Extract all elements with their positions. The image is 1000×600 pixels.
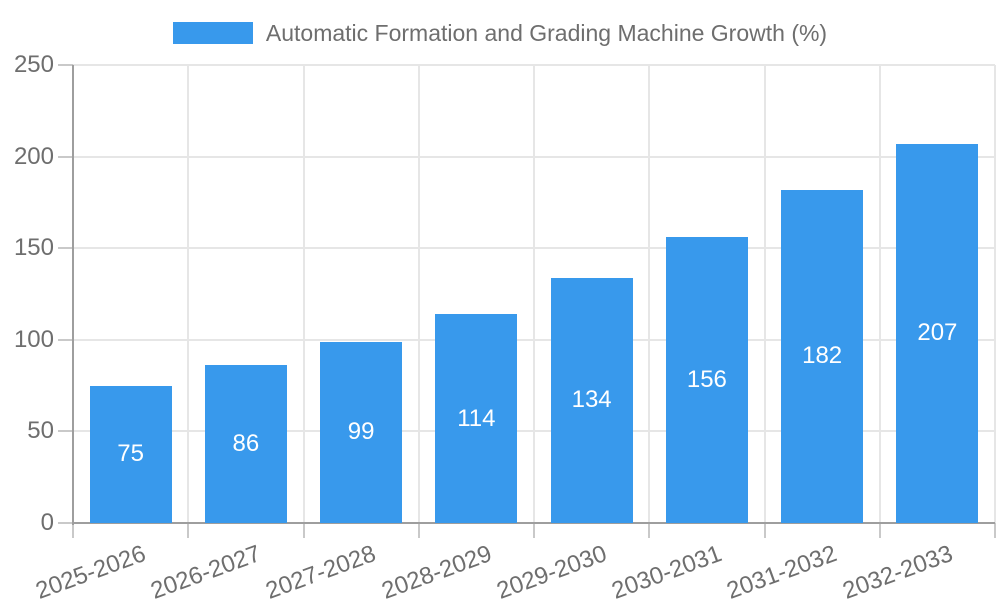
y-axis-tick-label: 100 bbox=[13, 325, 54, 353]
bar-value-label: 75 bbox=[117, 440, 144, 468]
bar-value-label: 86 bbox=[232, 430, 260, 458]
y-axis-tick-label: 200 bbox=[13, 142, 54, 170]
x-axis-tick bbox=[187, 523, 190, 538]
y-axis-tick-label: 150 bbox=[13, 234, 54, 262]
x-axis-tick bbox=[878, 523, 881, 538]
bar-value-label: 114 bbox=[457, 404, 496, 432]
bar[interactable]: 207 bbox=[896, 143, 979, 523]
x-axis-tick-label: 2027-2028 bbox=[262, 540, 380, 600]
x-axis-tick bbox=[533, 523, 535, 538]
x-axis-tick bbox=[417, 523, 420, 538]
x-axis-tick-label: 2031-2032 bbox=[723, 540, 841, 600]
x-axis-line bbox=[73, 522, 995, 524]
gridline-vertical bbox=[417, 65, 420, 523]
x-axis-tick bbox=[763, 523, 766, 538]
x-axis-tick bbox=[302, 523, 305, 538]
bar[interactable]: 134 bbox=[550, 277, 633, 523]
y-axis-tick bbox=[58, 155, 73, 158]
x-axis-tick bbox=[648, 523, 651, 538]
x-axis-tick bbox=[994, 523, 996, 538]
y-axis-tick-label: 250 bbox=[13, 51, 54, 78]
bar[interactable]: 99 bbox=[320, 341, 403, 523]
bar-value-label: 207 bbox=[917, 319, 958, 347]
y-axis-tick-label: 0 bbox=[40, 509, 54, 536]
y-axis-tick bbox=[58, 247, 73, 250]
y-axis-tick bbox=[58, 522, 73, 524]
y-axis-tick bbox=[58, 338, 73, 341]
legend-label: Automatic Formation and Grading Machine … bbox=[265, 19, 828, 46]
gridline-vertical bbox=[648, 65, 651, 523]
gridline-vertical bbox=[302, 65, 305, 523]
y-axis-line bbox=[72, 65, 74, 525]
x-axis-tick-label: 2025-2026 bbox=[32, 540, 150, 600]
gridline-vertical bbox=[994, 65, 996, 523]
bar[interactable]: 156 bbox=[665, 237, 748, 523]
bar[interactable]: 182 bbox=[781, 189, 864, 523]
x-axis-tick-label: 2026-2027 bbox=[147, 540, 265, 600]
bar-value-label: 99 bbox=[347, 418, 375, 446]
legend-swatch-icon bbox=[172, 22, 253, 44]
y-axis-tick bbox=[58, 430, 73, 433]
x-axis-tick-label: 2029-2030 bbox=[493, 540, 611, 600]
chart-legend[interactable]: Automatic Formation and Grading Machine … bbox=[0, 20, 1000, 46]
gridline-vertical bbox=[763, 65, 766, 523]
gridline-vertical bbox=[187, 65, 190, 523]
y-axis-tick bbox=[58, 64, 73, 66]
gridline-vertical bbox=[878, 65, 881, 523]
x-axis-tick-label: 2030-2031 bbox=[608, 540, 726, 600]
x-axis-tick-label: 2028-2029 bbox=[377, 540, 495, 600]
x-axis-tick bbox=[72, 523, 74, 538]
bar[interactable]: 114 bbox=[435, 314, 518, 523]
bar-value-label: 134 bbox=[571, 386, 612, 414]
bar-value-label: 182 bbox=[802, 342, 843, 370]
y-axis-tick-label: 50 bbox=[27, 417, 54, 445]
x-axis-tick-label: 2032-2033 bbox=[838, 540, 956, 600]
gridline-vertical bbox=[533, 65, 535, 523]
bar[interactable]: 75 bbox=[89, 385, 172, 523]
bar[interactable]: 86 bbox=[204, 365, 287, 523]
bar-value-label: 156 bbox=[686, 366, 727, 394]
